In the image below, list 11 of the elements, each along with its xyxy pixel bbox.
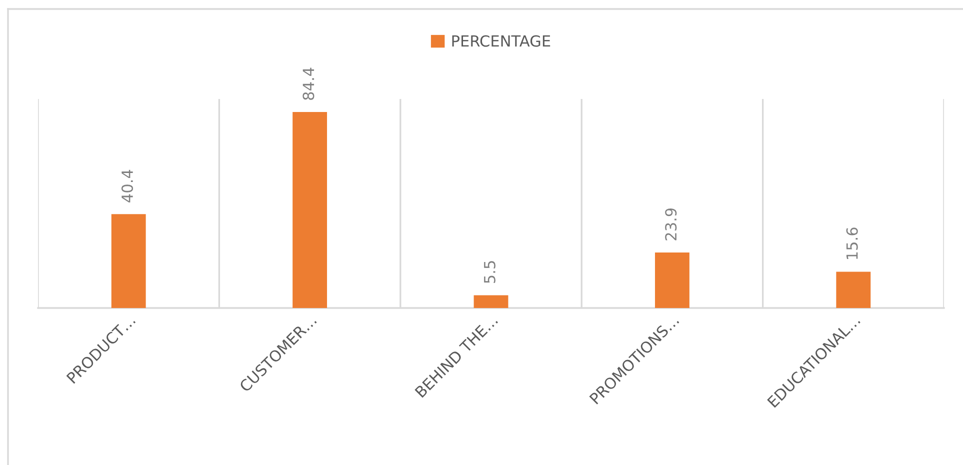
data-label: 40.4 bbox=[121, 170, 134, 202]
bar bbox=[654, 252, 690, 308]
bar bbox=[474, 295, 508, 308]
data-label: 5.5 bbox=[484, 261, 496, 283]
data-label: 23.9 bbox=[665, 208, 677, 240]
bar bbox=[836, 272, 871, 308]
legend-label: PERCENTAGE bbox=[452, 35, 550, 47]
bar bbox=[111, 214, 146, 308]
bar bbox=[292, 112, 328, 308]
data-label: 15.6 bbox=[846, 228, 858, 259]
data-label: 84.4 bbox=[302, 68, 314, 100]
